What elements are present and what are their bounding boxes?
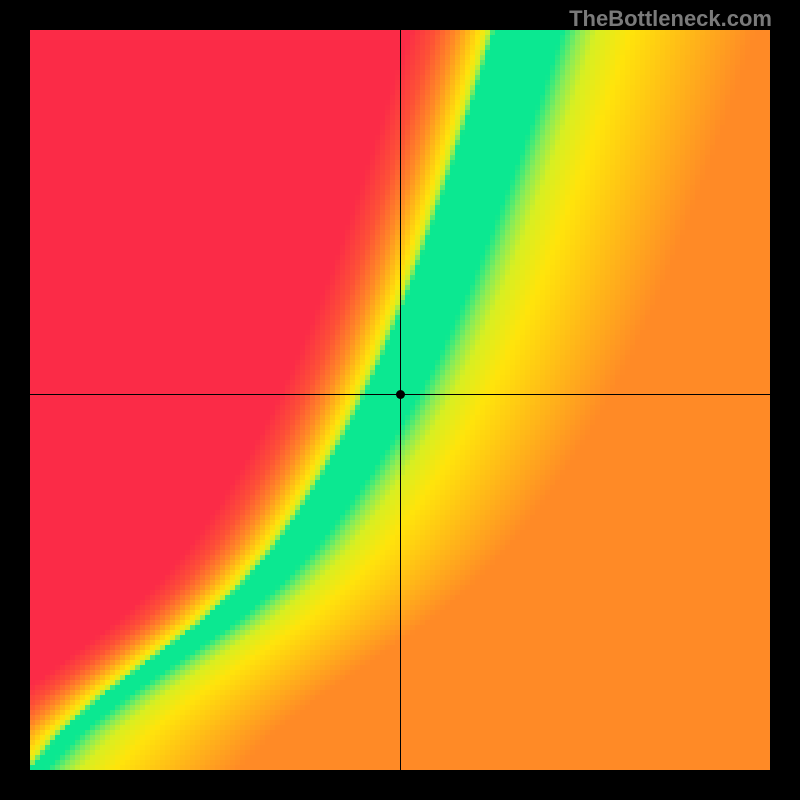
vertical-axis-line (400, 30, 401, 770)
watermark-text: TheBottleneck.com (569, 6, 772, 32)
crosshair-dot (396, 390, 405, 399)
chart-container: TheBottleneck.com (0, 0, 800, 800)
